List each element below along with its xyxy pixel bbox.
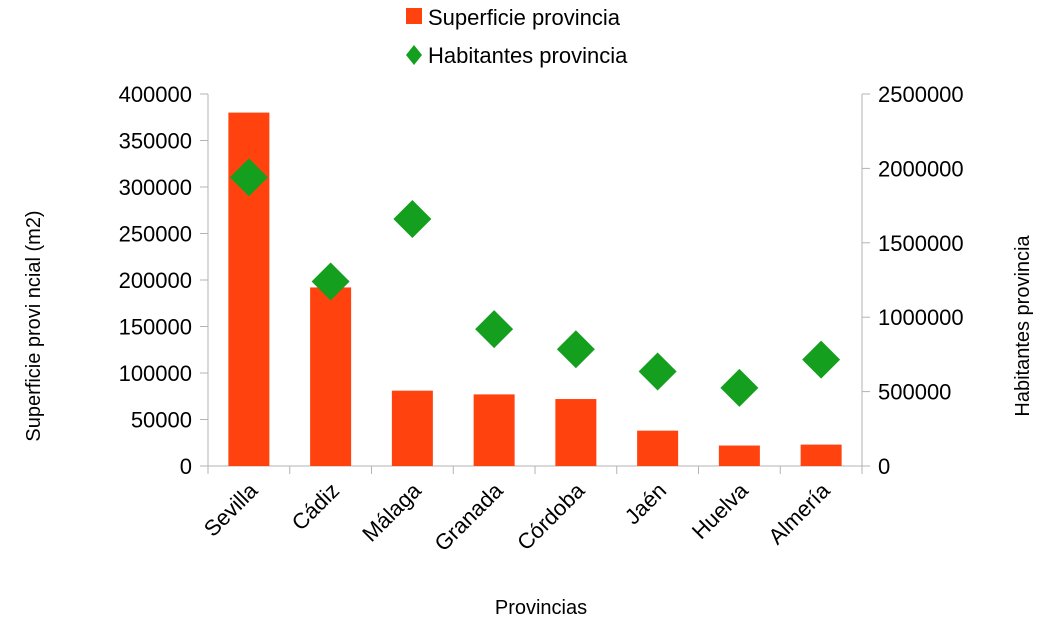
y-right-tick-label: 2500000: [878, 82, 964, 107]
y-right-tick-label: 2000000: [878, 156, 964, 181]
bar-superficie: [555, 399, 597, 466]
y-left-tick-label: 350000: [119, 129, 192, 154]
y-axis-right-ticks: 0 500000 1000000 1500000 2000000 2500000: [862, 82, 964, 479]
bar-series-superficie: [228, 112, 842, 466]
x-tick-label: Almería: [763, 477, 835, 549]
marker-habitantes: [802, 340, 841, 379]
axes: [207, 94, 863, 467]
marker-habitantes: [720, 368, 759, 407]
y-axis-right-title: Habitantes provincia: [1012, 235, 1034, 417]
marker-habitantes: [229, 158, 268, 197]
y-left-tick-label: 100000: [119, 361, 192, 386]
y-left-tick-label: 250000: [119, 222, 192, 247]
x-axis-ticks: Sevilla Cádiz Málaga Granada Córdoba Jaén Huel…: [199, 466, 863, 556]
bar-superficie: [718, 445, 760, 466]
legend: Superficie provincia Habitantes provinci…: [406, 5, 628, 68]
y-left-tick-label: 300000: [119, 175, 192, 200]
y-right-tick-label: 1000000: [878, 305, 964, 330]
y-right-tick-label: 500000: [878, 380, 951, 405]
y-axis-left-ticks: 0 50000 100000 150000 200000 250000 300000 3500…: [119, 82, 208, 479]
legend-swatch-superficie: [406, 8, 422, 24]
x-axis-title: Provincias: [495, 597, 587, 618]
marker-habitantes: [311, 262, 350, 301]
x-tick-label: Granada: [429, 477, 508, 556]
x-tick-label: Huelva: [687, 477, 754, 544]
legend-label-habitantes: Habitantes provincia: [428, 43, 628, 68]
bar-superficie: [473, 394, 515, 466]
x-tick-label: Sevilla: [199, 477, 263, 541]
x-tick-label: Cádiz: [287, 478, 344, 535]
bar-superficie: [310, 287, 352, 466]
scatter-series-habitantes: [229, 158, 841, 407]
y-right-tick-label: 1500000: [878, 231, 964, 256]
bar-superficie: [637, 430, 679, 466]
y-left-tick-label: 150000: [119, 315, 192, 340]
legend-label-superficie: Superficie provincia: [428, 5, 621, 30]
y-left-tick-label: 400000: [119, 82, 192, 107]
y-left-tick-label: 0: [180, 454, 192, 479]
x-tick-label: Jaén: [620, 478, 671, 529]
x-tick-label: Málaga: [357, 477, 426, 546]
marker-habitantes: [556, 330, 595, 369]
y-left-tick-label: 50000: [131, 408, 192, 433]
bar-superficie: [800, 444, 842, 466]
legend-swatch-habitantes: [406, 45, 422, 65]
bar-superficie: [391, 390, 433, 466]
marker-habitantes: [475, 310, 514, 349]
x-tick-label: Córdoba: [512, 477, 590, 555]
marker-habitantes: [638, 352, 677, 391]
y-left-tick-label: 200000: [119, 268, 192, 293]
y-right-tick-label: 0: [878, 454, 890, 479]
marker-habitantes: [393, 199, 432, 238]
y-axis-left-title: Superficie provi ncial (m2): [23, 210, 45, 441]
